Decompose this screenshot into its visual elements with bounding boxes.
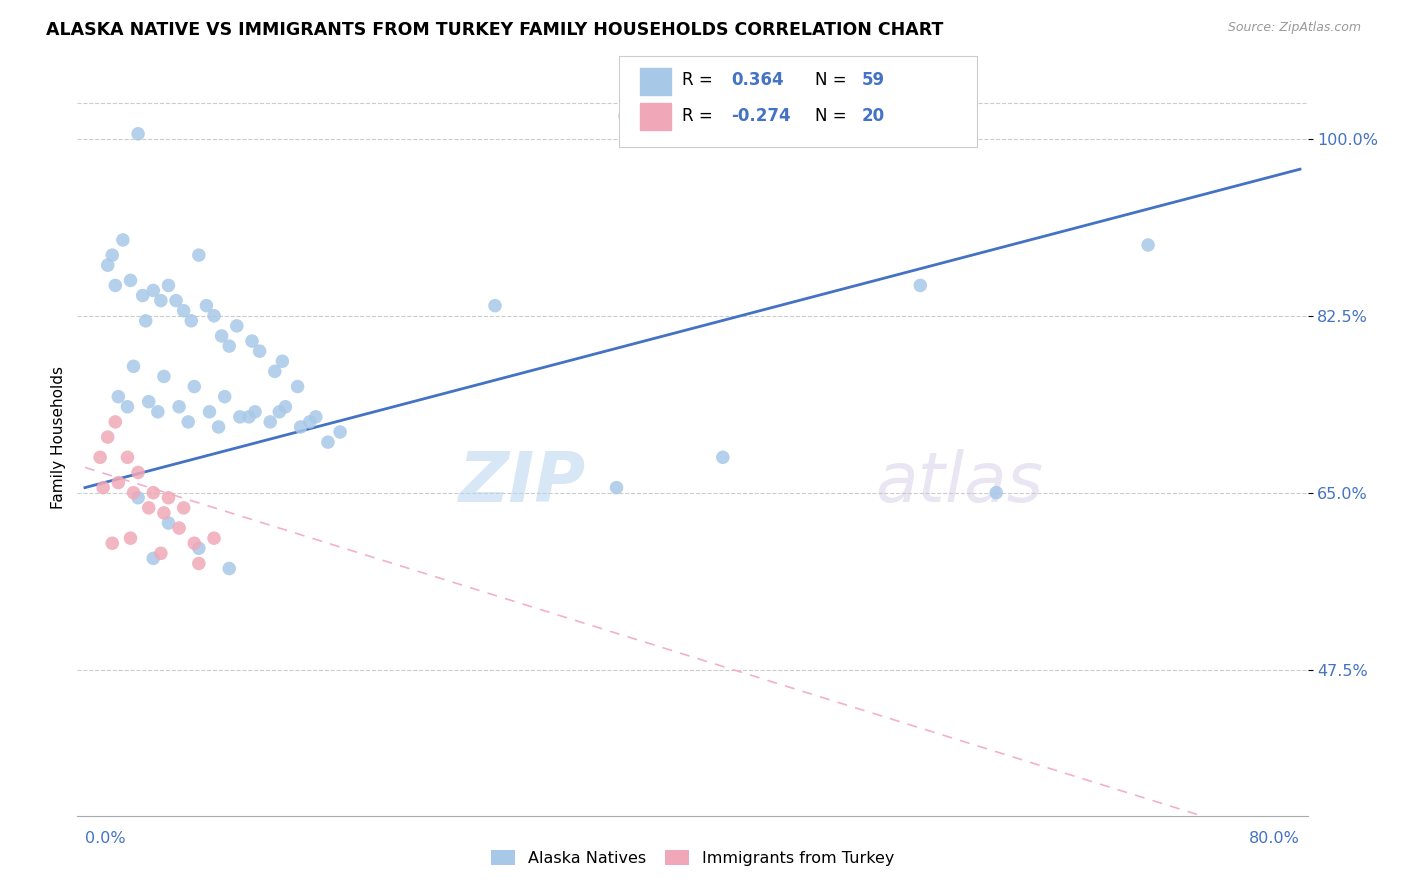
Point	[127, 491, 149, 505]
Point	[142, 485, 165, 500]
Text: 0.364: 0.364	[731, 71, 783, 89]
Point	[202, 309, 225, 323]
Point	[187, 557, 209, 571]
Point	[104, 415, 127, 429]
Point	[142, 284, 165, 298]
Text: atlas: atlas	[875, 449, 1043, 516]
Point	[157, 278, 180, 293]
Point	[187, 248, 209, 262]
Point	[259, 415, 281, 429]
Point	[122, 485, 145, 500]
Point	[484, 299, 506, 313]
Point	[120, 273, 142, 287]
Point	[97, 258, 120, 272]
Point	[97, 430, 120, 444]
Point	[271, 354, 294, 368]
Point	[131, 288, 153, 302]
Point	[605, 481, 627, 495]
Text: ALASKA NATIVE VS IMMIGRANTS FROM TURKEY FAMILY HOUSEHOLDS CORRELATION CHART: ALASKA NATIVE VS IMMIGRANTS FROM TURKEY …	[46, 21, 943, 39]
Point	[910, 278, 932, 293]
Point	[107, 475, 129, 490]
Point	[218, 561, 240, 575]
Point	[218, 339, 240, 353]
Point	[157, 491, 180, 505]
Point	[214, 390, 236, 404]
Point	[195, 299, 218, 313]
Point	[240, 334, 263, 348]
Point	[1137, 238, 1160, 252]
Text: Source: ZipAtlas.com: Source: ZipAtlas.com	[1227, 21, 1361, 35]
Point	[202, 531, 225, 545]
Text: 0.0%: 0.0%	[84, 831, 125, 847]
Point	[157, 516, 180, 530]
Point	[104, 278, 127, 293]
Point	[135, 314, 157, 328]
Text: -0.274: -0.274	[731, 107, 790, 125]
Point	[101, 248, 124, 262]
Point	[111, 233, 134, 247]
Point	[127, 127, 149, 141]
Point	[146, 405, 169, 419]
Point	[274, 400, 297, 414]
Point	[91, 481, 114, 495]
Point	[117, 450, 139, 465]
Point	[149, 546, 172, 560]
Point	[183, 536, 205, 550]
Point	[101, 536, 124, 550]
Point	[229, 409, 252, 424]
Point	[316, 435, 339, 450]
Point	[173, 303, 195, 318]
Text: 59: 59	[862, 71, 884, 89]
Text: N =: N =	[815, 71, 852, 89]
Point	[127, 466, 149, 480]
Point	[153, 506, 176, 520]
Point	[287, 379, 309, 393]
Text: R =: R =	[682, 107, 718, 125]
Point	[711, 450, 734, 465]
Point	[290, 420, 312, 434]
Point	[263, 364, 285, 378]
Text: N =: N =	[815, 107, 852, 125]
Point	[120, 531, 142, 545]
Point	[153, 369, 176, 384]
Point	[243, 405, 266, 419]
Text: R =: R =	[682, 71, 718, 89]
Point	[238, 409, 260, 424]
Point	[149, 293, 172, 308]
Point	[198, 405, 221, 419]
Point	[165, 293, 187, 308]
Point	[986, 485, 1008, 500]
Point	[207, 420, 229, 434]
Y-axis label: Family Households: Family Households	[51, 366, 66, 508]
Point	[329, 425, 352, 439]
Point	[138, 500, 160, 515]
Point	[249, 344, 271, 359]
Text: 80.0%: 80.0%	[1249, 831, 1301, 847]
Point	[211, 329, 233, 343]
Point	[298, 415, 321, 429]
Legend: Alaska Natives, Immigrants from Turkey: Alaska Natives, Immigrants from Turkey	[485, 844, 900, 872]
Point	[138, 394, 160, 409]
Point	[167, 521, 190, 535]
Point	[117, 400, 139, 414]
Point	[107, 390, 129, 404]
Point	[142, 551, 165, 566]
Point	[183, 379, 205, 393]
Point	[180, 314, 202, 328]
Point	[167, 400, 190, 414]
Point	[269, 405, 291, 419]
Point	[173, 500, 195, 515]
Point	[89, 450, 111, 465]
Point	[305, 409, 328, 424]
Point	[177, 415, 200, 429]
Point	[122, 359, 145, 374]
Point	[225, 318, 247, 333]
Text: ZIP: ZIP	[458, 449, 586, 516]
Text: 20: 20	[862, 107, 884, 125]
Point	[187, 541, 209, 556]
